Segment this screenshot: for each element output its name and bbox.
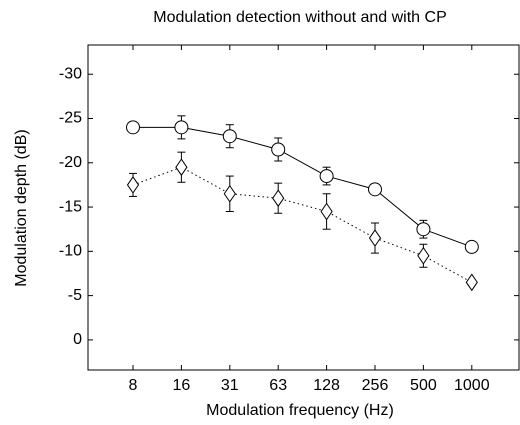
x-tick-label: 128 bbox=[313, 377, 340, 394]
plot-frame bbox=[87, 44, 520, 371]
marker bbox=[175, 158, 188, 177]
marker bbox=[320, 202, 333, 221]
marker bbox=[272, 189, 285, 208]
x-tick-label: 31 bbox=[221, 377, 239, 394]
x-tick-label: 8 bbox=[129, 377, 138, 394]
x-tick-label: 256 bbox=[362, 377, 389, 394]
y-tick-label: -20 bbox=[59, 154, 82, 171]
marker bbox=[368, 182, 382, 197]
x-tick-label: 500 bbox=[410, 377, 437, 394]
y-tick-label: -30 bbox=[59, 65, 82, 82]
series-line bbox=[132, 166, 473, 283]
chart-title: Modulation detection without and with CP bbox=[153, 9, 447, 26]
x-tick-label: 16 bbox=[173, 377, 191, 394]
marker bbox=[126, 176, 140, 194]
marker bbox=[271, 142, 286, 157]
y-axis-label: Modulation depth (dB) bbox=[13, 129, 30, 286]
marker bbox=[368, 229, 382, 247]
marker bbox=[174, 120, 189, 135]
y-tick-label: -25 bbox=[59, 110, 82, 127]
x-axis-label: Modulation frequency (Hz) bbox=[206, 402, 394, 419]
marker bbox=[319, 169, 334, 184]
y-tick-label: -10 bbox=[59, 243, 82, 260]
marker bbox=[126, 120, 140, 135]
marker bbox=[465, 273, 478, 292]
y-tick-label: -5 bbox=[68, 287, 82, 304]
x-tick-label: 1000 bbox=[454, 377, 490, 394]
x-tick-label: 63 bbox=[269, 377, 287, 394]
marker bbox=[464, 239, 479, 254]
series-line bbox=[133, 126, 472, 248]
y-tick-label: -15 bbox=[59, 198, 82, 215]
marker bbox=[222, 129, 237, 144]
marker bbox=[223, 184, 236, 203]
marker bbox=[416, 222, 431, 237]
y-tick-label: 0 bbox=[73, 331, 82, 348]
marker bbox=[417, 246, 430, 265]
